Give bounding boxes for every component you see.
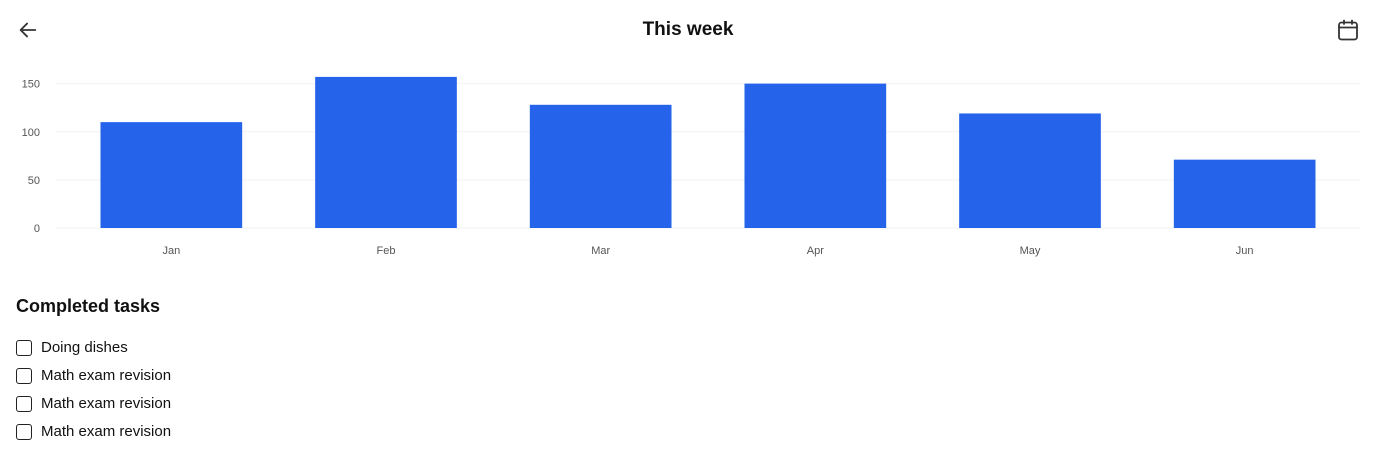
task-item: Math exam revision [16,362,171,390]
bar-chart: 0 50 100 150 Jan Feb Mar Apr May Jun [0,60,1376,270]
x-tick-label: Apr [807,245,824,257]
task-checkbox[interactable] [16,396,32,412]
task-item: Math exam revision [16,418,171,446]
calendar-button[interactable] [1334,16,1362,44]
task-list: Doing dishes Math exam revision Math exa… [16,334,171,446]
y-tick-label: 50 [28,175,40,187]
x-tick-label: Jan [162,245,180,257]
y-tick-label: 150 [22,79,40,91]
task-label: Doing dishes [41,339,128,356]
bar-feb [315,76,457,228]
bar-apr [744,83,887,228]
bar-jan [100,122,243,228]
arrow-left-icon [19,22,37,38]
bar-mar [529,104,672,228]
y-tick-label: 100 [22,127,40,139]
back-button[interactable] [14,16,42,44]
completed-tasks-title: Completed tasks [16,296,161,316]
task-label: Math exam revision [41,367,172,384]
task-label: Math exam revision [41,395,172,412]
x-tick-label: Jun [1236,245,1254,257]
task-checkbox[interactable] [16,424,32,440]
calendar-icon [1338,19,1358,41]
task-item: Math exam revision [16,390,171,418]
x-tick-label: Mar [591,245,610,257]
bar-jun [1173,159,1316,228]
page-title: This week [642,19,734,40]
task-item: Doing dishes [16,334,171,362]
task-label: Math exam revision [41,423,172,440]
task-checkbox[interactable] [16,340,32,356]
x-tick-label: Feb [377,245,396,257]
chart-svg: 0 50 100 150 Jan Feb Mar Apr May Jun [22,76,1360,257]
task-checkbox[interactable] [16,368,32,384]
header: This week [0,0,1376,60]
y-tick-label: 0 [34,223,40,235]
bar-may [959,113,1101,228]
x-tick-label: May [1020,245,1041,257]
